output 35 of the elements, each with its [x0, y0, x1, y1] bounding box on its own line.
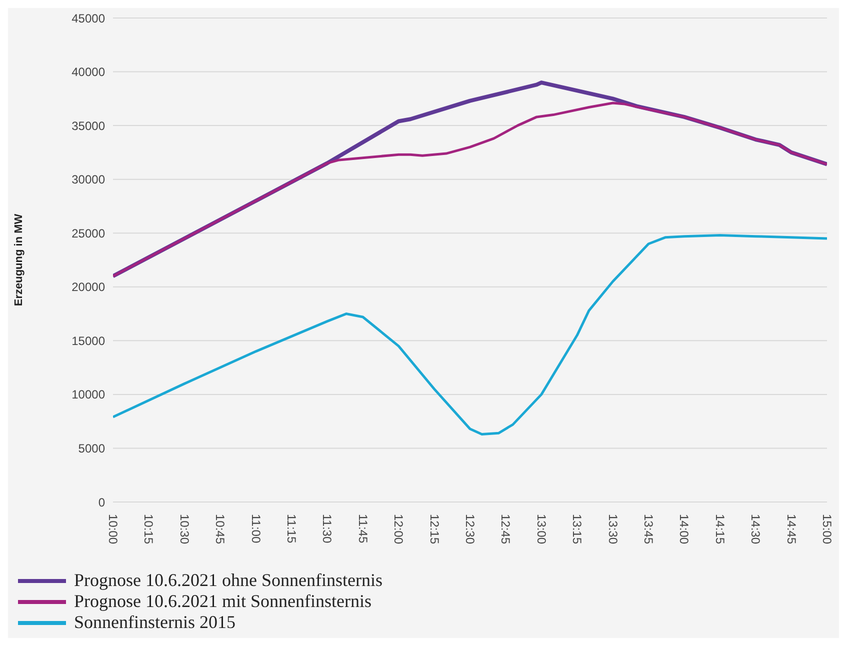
y-tick-label: 45000 — [72, 11, 106, 26]
x-tick-label: 14:15 — [712, 514, 727, 544]
x-tick-label: 11:30 — [320, 514, 334, 544]
y-tick-label: 10000 — [72, 388, 106, 402]
y-tick-label: 35000 — [72, 118, 106, 133]
x-tick-label: 13:00 — [534, 514, 548, 544]
x-tick-label: 10:00 — [106, 514, 120, 544]
x-tick-label: 12:00 — [392, 514, 406, 544]
x-tick-label: 10:15 — [142, 514, 156, 544]
x-tick-label: 13:15 — [570, 514, 584, 544]
y-tick-label: 40000 — [72, 65, 106, 80]
x-tick-label: 11:45 — [356, 514, 370, 544]
y-tick-label: 30000 — [72, 172, 106, 187]
x-tick-label: 14:45 — [784, 514, 798, 544]
x-tick-label: 12:30 — [463, 514, 477, 544]
x-tick-label: 13:30 — [606, 514, 620, 544]
legend-label: Sonnenfinsternis 2015 — [74, 612, 236, 633]
y-axis-title: Erzeugung in MW — [12, 213, 25, 306]
legend-label: Prognose 10.6.2021 ohne Sonnenfinsternis — [74, 570, 382, 591]
y-tick-label: 5000 — [78, 441, 106, 456]
y-tick-label: 25000 — [72, 226, 106, 240]
x-tick-label: 11:15 — [284, 514, 298, 544]
x-tick-label: 14:30 — [748, 514, 763, 544]
x-tick-label: 14:00 — [677, 514, 692, 544]
x-tick-label: 10:45 — [213, 514, 228, 544]
y-tick-label: 20000 — [72, 280, 106, 294]
x-tick-label: 15:00 — [820, 514, 834, 544]
y-tick-label: 15000 — [72, 334, 106, 348]
x-tick-label: 12:15 — [427, 514, 442, 544]
legend-label: Prognose 10.6.2021 mit Sonnenfinsternis — [74, 591, 372, 612]
x-tick-label: 13:45 — [642, 514, 656, 544]
x-tick-label: 12:45 — [498, 514, 513, 544]
y-tick-label: 0 — [98, 495, 106, 510]
x-tick-label: 11:00 — [248, 514, 263, 544]
x-tick-label: 10:30 — [177, 514, 192, 544]
